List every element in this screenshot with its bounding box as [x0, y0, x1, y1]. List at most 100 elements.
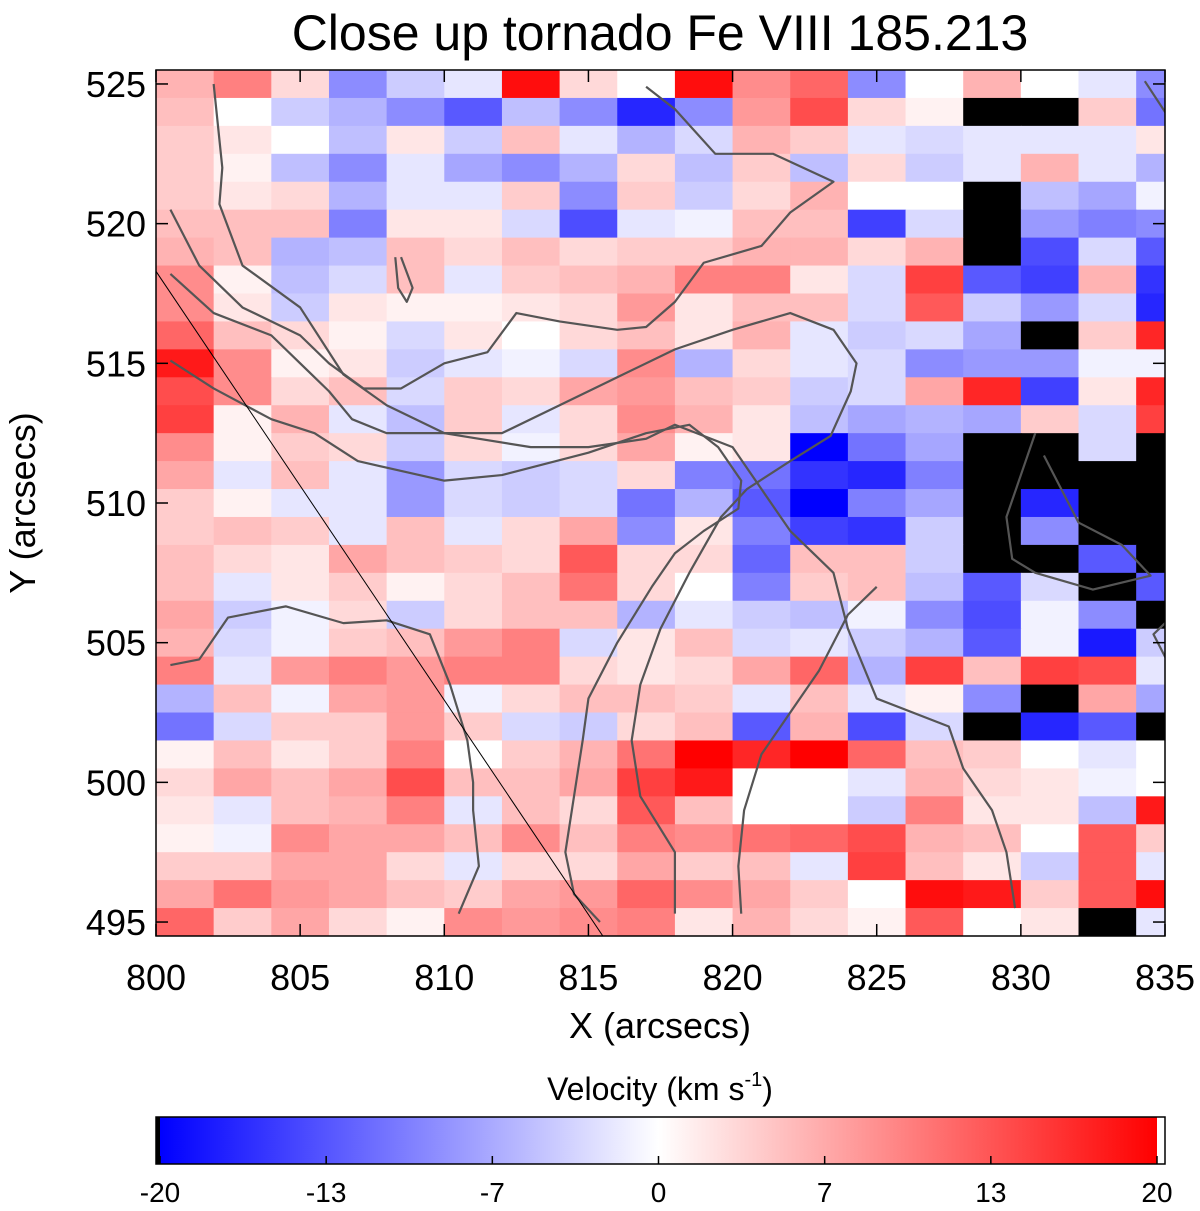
heatmap-cell — [1136, 516, 1165, 546]
heatmap-cell — [213, 237, 272, 267]
heatmap-cell — [156, 181, 215, 211]
heatmap-cell — [271, 796, 330, 825]
heatmap-cell — [386, 489, 445, 518]
heatmap-cell — [617, 293, 676, 323]
heatmap-cell — [1136, 377, 1165, 406]
heatmap-cell — [559, 209, 618, 239]
heatmap-cell — [1078, 70, 1137, 99]
heatmap-cell — [213, 628, 272, 658]
heatmap-cell — [1078, 712, 1137, 742]
heatmap-cell — [501, 153, 561, 183]
heatmap-cell — [617, 70, 676, 99]
heatmap-cell — [214, 964, 272, 993]
heatmap-cell — [444, 516, 503, 546]
heatmap-cell — [790, 936, 848, 965]
heatmap-cell — [559, 265, 618, 295]
heatmap-cell — [963, 125, 1022, 155]
heatmap-cell — [963, 628, 1022, 658]
heatmap-cell — [1020, 740, 1080, 769]
heatmap-cell — [501, 461, 561, 490]
heatmap-cell — [271, 489, 330, 518]
heatmap-cell — [271, 656, 330, 686]
heatmap-cell — [213, 572, 272, 602]
heatmap-cell — [386, 684, 445, 714]
heatmap-cell — [386, 628, 445, 658]
heatmap-cell — [444, 600, 503, 630]
heatmap-cell — [905, 600, 964, 630]
heatmap-cell — [674, 544, 734, 574]
heatmap-cell — [732, 293, 791, 323]
heatmap-cell — [444, 908, 503, 936]
heatmap-cell — [1078, 265, 1137, 295]
heatmap-cell — [1078, 349, 1137, 378]
heatmap-cell — [1078, 489, 1137, 518]
heatmap-cell — [1020, 600, 1080, 630]
heatmap-cell — [617, 516, 676, 546]
heatmap-cell — [674, 908, 734, 936]
heatmap-cell — [444, 824, 503, 853]
heatmap-cell — [444, 852, 503, 881]
heatmap-cell — [790, 628, 849, 658]
heatmap-cell — [790, 461, 849, 490]
contour-lines — [169, 80, 1165, 923]
heatmap-cell — [790, 964, 848, 993]
heatmap-cell — [1078, 516, 1137, 546]
heatmap-cell — [617, 628, 676, 658]
heatmap-cell — [501, 321, 561, 350]
heatmap-cell — [328, 265, 388, 295]
heatmap-cell — [156, 377, 215, 406]
heatmap-cell — [732, 321, 791, 350]
heatmap-cell — [617, 544, 676, 574]
contour-line — [170, 605, 480, 915]
heatmap-cell — [1078, 153, 1137, 183]
heatmap-cell — [444, 153, 503, 183]
heatmap-cell — [674, 768, 734, 797]
heatmap-cell — [732, 684, 791, 714]
y-tick-label: 495 — [86, 902, 146, 943]
heatmap-cell — [501, 628, 561, 658]
heatmap-cell — [501, 70, 561, 99]
heatmap-cell — [790, 405, 849, 434]
x-tick-label: 805 — [270, 957, 330, 998]
heatmap-cell — [674, 461, 734, 490]
heatmap-cell — [905, 880, 964, 909]
heatmap-cell — [1136, 852, 1165, 881]
heatmap-cell — [156, 656, 215, 686]
heatmap-cell — [617, 684, 676, 714]
heatmap-cell — [790, 97, 849, 127]
colorbar-tick-label: -20 — [140, 1177, 180, 1208]
heatmap-cell — [559, 544, 618, 574]
heatmap-cell — [1078, 768, 1137, 797]
heatmap-cell — [905, 461, 964, 490]
heatmap-cell — [1136, 656, 1165, 686]
heatmap-cell — [1078, 321, 1137, 350]
heatmap-cell — [386, 796, 445, 825]
heatmap-cell — [328, 740, 388, 769]
heatmap-cell — [617, 181, 676, 211]
heatmap-cell — [732, 70, 791, 99]
heatmap-cell — [156, 433, 215, 462]
heatmap-cell — [386, 377, 445, 406]
heatmap-cell — [386, 153, 445, 183]
heatmap-cell — [386, 209, 445, 239]
heatmap-cell — [328, 377, 388, 406]
heatmap-cell — [213, 740, 272, 769]
heatmap-cell — [156, 880, 215, 909]
heatmap-cell — [213, 544, 272, 574]
heatmap-cell — [617, 740, 676, 769]
heatmap-cell — [559, 628, 618, 658]
heatmap-cell — [906, 964, 964, 993]
heatmap-cell — [847, 712, 907, 742]
heatmap-cell — [1136, 880, 1165, 909]
heatmap-cell — [963, 181, 1022, 211]
x-tick-label: 820 — [703, 957, 763, 998]
heatmap-cell — [790, 209, 849, 239]
heatmap-cell — [847, 852, 907, 881]
heatmap-cell — [501, 684, 561, 714]
heatmap-cell — [963, 377, 1022, 406]
heatmap-cell — [905, 265, 964, 295]
heatmap-cell — [963, 740, 1022, 769]
heatmap-cell — [1136, 684, 1165, 714]
heatmap-cell — [271, 572, 330, 602]
heatmap-cell — [963, 433, 1022, 462]
